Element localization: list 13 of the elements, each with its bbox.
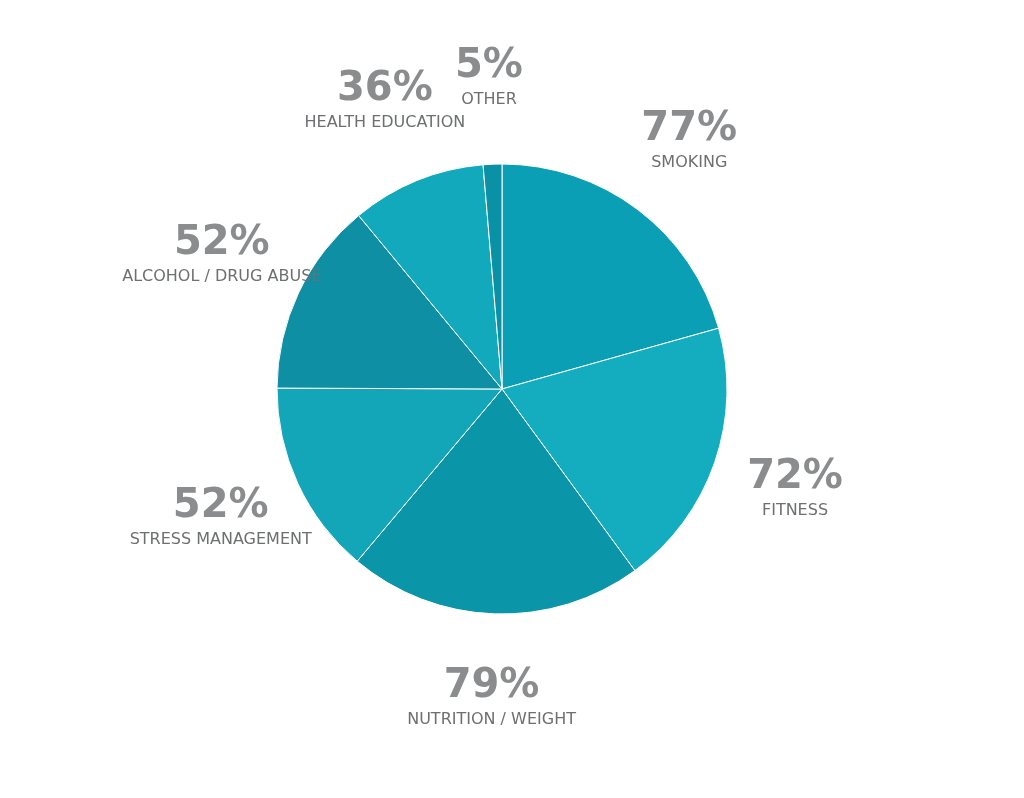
slice-label: FITNESS: [761, 500, 829, 520]
slice-label: HEALTH EDUCATION: [304, 111, 466, 131]
slice-label: STRESS MANAGEMENT: [129, 529, 312, 549]
slice-label: SMOKING: [651, 151, 728, 171]
slice-label: NUTRITION / WEIGHT: [407, 708, 577, 728]
data-label: 52%: [173, 217, 270, 264]
data-label: 36%: [337, 62, 433, 109]
data-label: 79%: [443, 659, 540, 706]
data-label: 5%: [454, 40, 523, 87]
data-label: 52%: [172, 480, 269, 527]
slice-label: OTHER: [461, 89, 517, 109]
data-label: 72%: [747, 451, 843, 498]
data-label: 77%: [641, 102, 738, 149]
